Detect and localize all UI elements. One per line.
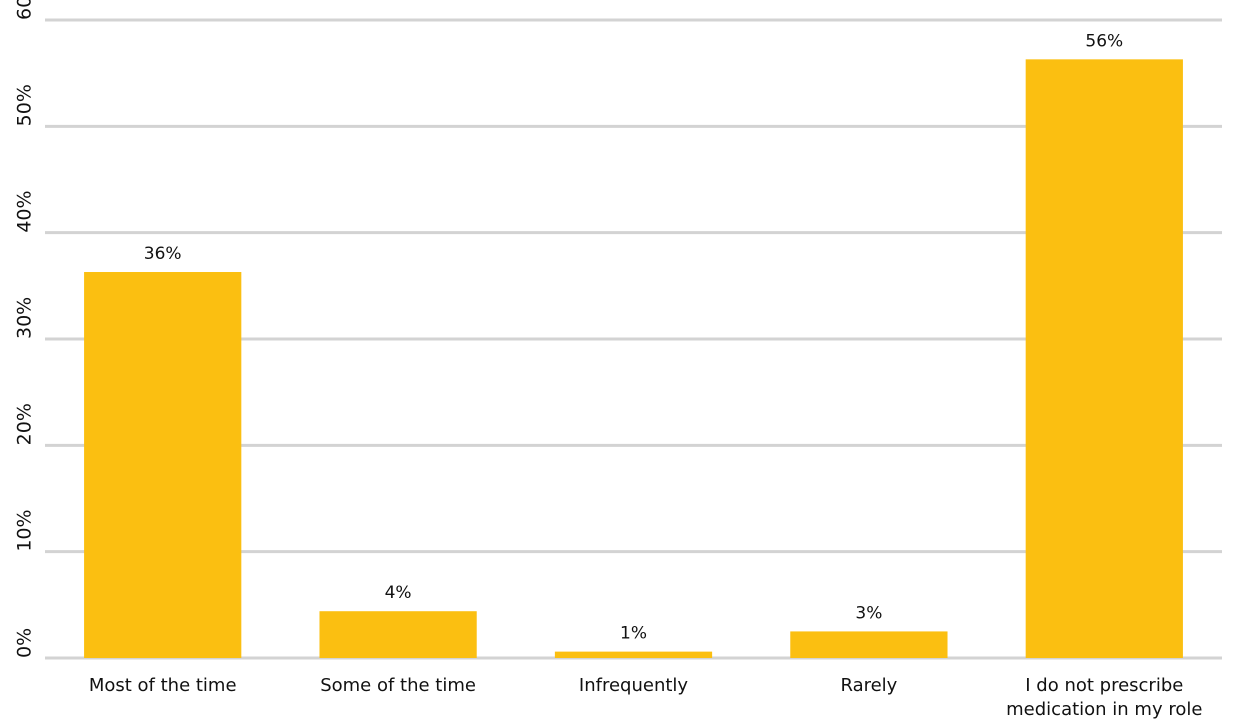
y-tick-label: 50%: [14, 84, 36, 126]
bar: [84, 272, 242, 658]
bar: [554, 651, 713, 658]
y-tick-label: 10%: [14, 509, 36, 551]
bar: [319, 611, 477, 658]
x-tick-label: I do not prescribe medication in my role: [1006, 675, 1203, 720]
value-label: 3%: [855, 603, 882, 623]
value-label: 4%: [385, 583, 412, 603]
y-tick-label: 20%: [14, 403, 36, 445]
bar: [1025, 59, 1183, 659]
value-label: 36%: [144, 244, 182, 264]
y-tick-label: 30%: [14, 297, 36, 339]
x-tick-label: Rarely: [840, 675, 898, 696]
y-tick-label: 0%: [14, 628, 36, 658]
value-label: 56%: [1085, 31, 1123, 51]
value-label: 1%: [620, 624, 647, 644]
x-tick-label: Some of the time: [320, 675, 476, 696]
y-tick-label: 40%: [14, 190, 36, 232]
x-tick-label: Most of the time: [88, 675, 237, 696]
x-tick-label: Infrequently: [578, 675, 689, 696]
bar: [790, 631, 948, 658]
y-tick-label: 60%: [14, 0, 36, 20]
